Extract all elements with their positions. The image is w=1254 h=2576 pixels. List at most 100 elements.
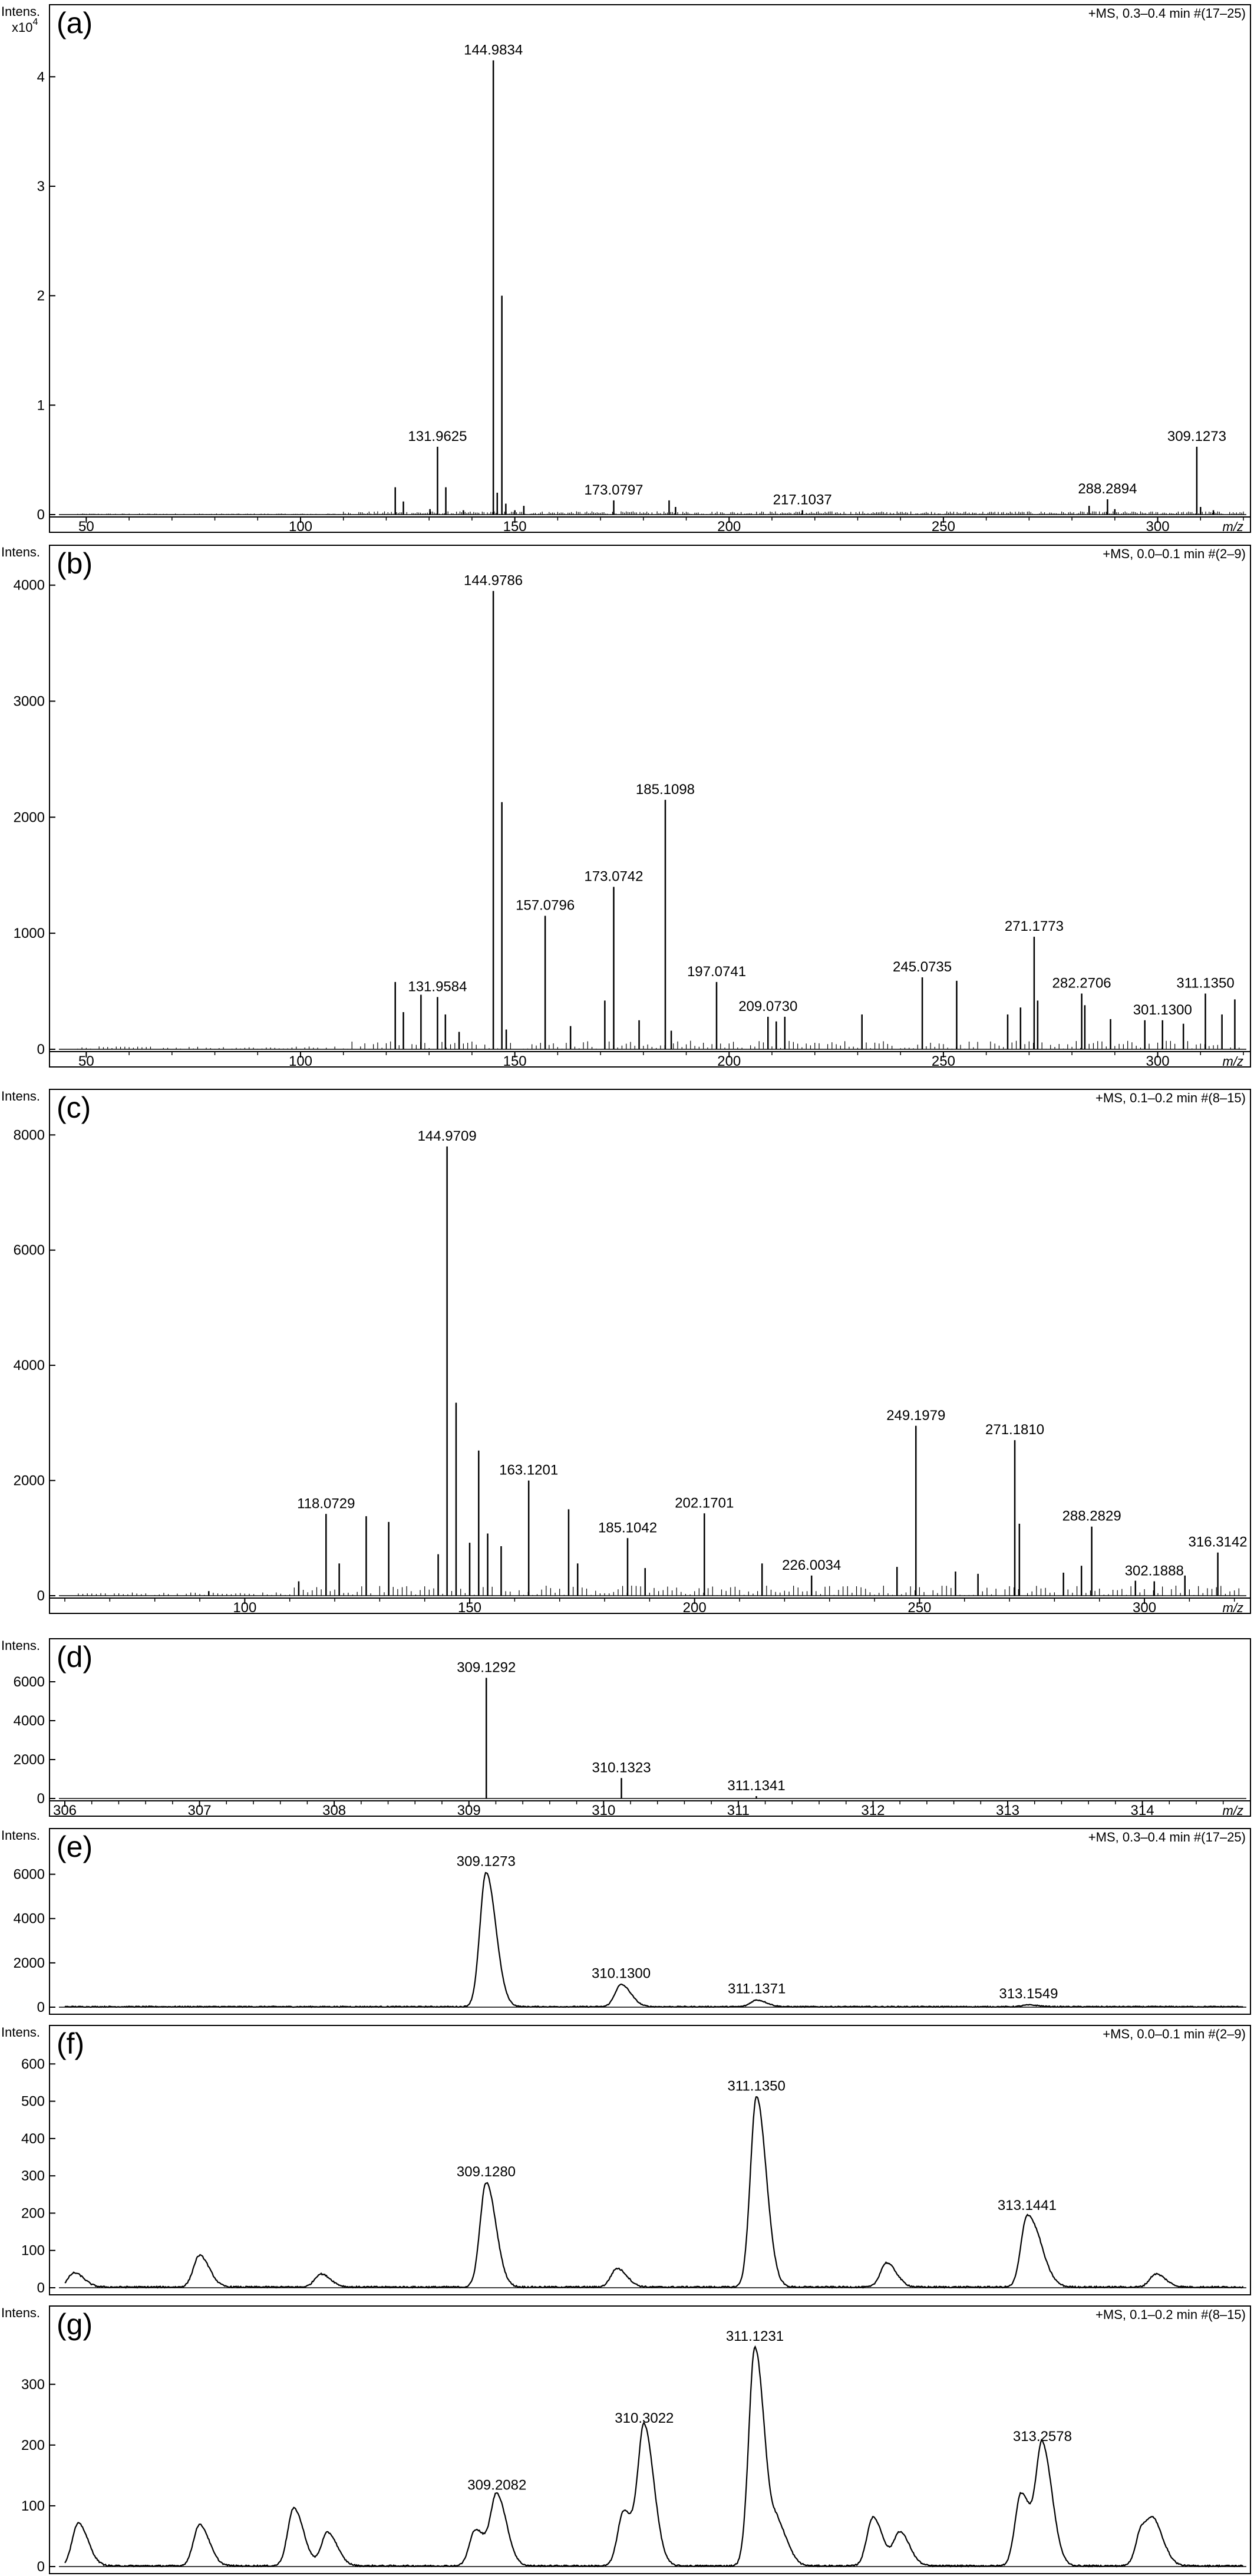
panel-frame bbox=[49, 1638, 1251, 1817]
peak-label: 301.1300 bbox=[1133, 1002, 1192, 1018]
peak-label: 309.1292 bbox=[457, 1659, 516, 1675]
x-axis-unit: m/z bbox=[1223, 1600, 1243, 1615]
peak-label: 309.1273 bbox=[1167, 429, 1226, 444]
y-tick-label: 8000 bbox=[14, 1127, 45, 1143]
x-tick-label: 100 bbox=[289, 1053, 312, 1069]
peak-label: 313.1441 bbox=[998, 2198, 1057, 2213]
x-tick-label: 312 bbox=[861, 1803, 885, 1819]
spectrum-panel-5: (e) Intens. +MS, 0.3–0.4 min #(17–25) 0 2000… bbox=[1, 1828, 1251, 2015]
y-tick-label: 3 bbox=[37, 179, 45, 195]
peak-label: 311.1341 bbox=[727, 1778, 785, 1794]
x-tick-label: 200 bbox=[717, 1053, 741, 1069]
y-tick-label: 0 bbox=[37, 1999, 45, 2015]
panel-letter: (b) bbox=[57, 547, 93, 580]
y-tick-label: 0 bbox=[37, 1042, 45, 1058]
baseline-noise bbox=[77, 1040, 1240, 1049]
y-tick-label: 200 bbox=[21, 2437, 45, 2453]
peak-label: 313.2578 bbox=[1013, 2429, 1072, 2445]
spectrum-panel-7: (g) Intens. +MS, 0.1–0.2 min #(8–15) 0 100 20… bbox=[1, 2305, 1251, 2575]
peak-label: 271.1810 bbox=[985, 1422, 1044, 1438]
peak-label: 310.1323 bbox=[592, 1760, 651, 1775]
peak-label: 309.1273 bbox=[457, 1854, 516, 1870]
spectrum-panel-3: (c) Intens. +MS, 0.1–0.2 min #(8–15) 0 2000 4… bbox=[1, 1089, 1251, 1616]
peak-label: 157.0796 bbox=[516, 898, 575, 914]
x-tick-label: 150 bbox=[503, 519, 527, 535]
spectrum-panel-6: (f) Intens. +MS, 0.0–0.1 min #(2–9) 0 100 200… bbox=[1, 2025, 1251, 2296]
peak-label: 271.1773 bbox=[1005, 918, 1064, 934]
x-tick-label: 300 bbox=[1146, 1053, 1170, 1069]
x-axis-unit: m/z bbox=[1223, 519, 1243, 534]
panel-letter: (f) bbox=[57, 2027, 84, 2060]
panel-letter: (c) bbox=[57, 1091, 91, 1124]
y-tick-label: 500 bbox=[21, 2094, 45, 2110]
y-tick-label: 0 bbox=[37, 507, 45, 523]
profile-trace bbox=[64, 2345, 1243, 2568]
x-tick-label: 50 bbox=[78, 519, 94, 535]
x-tick-label: 309 bbox=[457, 1803, 481, 1819]
y-tick-label: 1 bbox=[37, 397, 45, 413]
y-tick-label: 4000 bbox=[14, 1358, 45, 1373]
spectrum-panel-2: (b) Intens. +MS, 0.0–0.1 min #(2–9) 0 1000 20… bbox=[1, 545, 1251, 1069]
peak-label: 313.1549 bbox=[999, 1986, 1058, 2002]
peak-label: 209.0730 bbox=[738, 999, 797, 1014]
peak-label: 316.3142 bbox=[1189, 1534, 1248, 1550]
peak-label: 310.3022 bbox=[615, 2410, 674, 2426]
peak-label: 282.2706 bbox=[1052, 976, 1111, 991]
y-tick-label: 0 bbox=[37, 1791, 45, 1807]
panel-letter: (d) bbox=[57, 1641, 93, 1674]
y-tick-label: 6000 bbox=[14, 1674, 45, 1690]
peak-label: 185.1042 bbox=[598, 1520, 657, 1536]
peak-label: 226.0034 bbox=[782, 1557, 841, 1573]
scan-header: +MS, 0.3–0.4 min #(17–25) bbox=[1088, 6, 1246, 21]
peak-label: 311.1350 bbox=[728, 2078, 786, 2094]
x-tick-label: 250 bbox=[932, 519, 955, 535]
peak-label: 217.1037 bbox=[773, 492, 832, 508]
y-tick-label: 0 bbox=[37, 2280, 45, 2296]
x-tick-label: 100 bbox=[233, 1600, 256, 1616]
y-axis-title: Intens. bbox=[1, 1828, 40, 1843]
y-tick-label: 600 bbox=[21, 2056, 45, 2072]
peak-label: 131.9584 bbox=[408, 979, 467, 994]
peak-label: 144.9786 bbox=[464, 573, 523, 589]
peak-label: 310.1300 bbox=[592, 1965, 651, 1981]
x-tick-label: 300 bbox=[1133, 1600, 1156, 1616]
scan-header: +MS, 0.1–0.2 min #(8–15) bbox=[1095, 1091, 1246, 1105]
y-tick-label: 2000 bbox=[14, 809, 45, 825]
x-tick-label: 311 bbox=[727, 1803, 750, 1819]
peak-label: 311.1371 bbox=[728, 1981, 786, 1997]
x-tick-label: 250 bbox=[932, 1053, 955, 1069]
peak-label: 144.9709 bbox=[418, 1128, 477, 1144]
peak-label: 302.1888 bbox=[1125, 1563, 1184, 1579]
x-tick-label: 300 bbox=[1146, 519, 1170, 535]
x-tick-label: 313 bbox=[996, 1803, 1019, 1819]
peak-label: 288.2894 bbox=[1078, 481, 1137, 497]
y-multiplier-exponent: 4 bbox=[32, 17, 38, 27]
peak-label: 311.1350 bbox=[1176, 976, 1234, 991]
panel-frame bbox=[49, 1089, 1251, 1614]
peak-label: 163.1201 bbox=[499, 1462, 558, 1478]
scan-header: +MS, 0.1–0.2 min #(8–15) bbox=[1095, 2307, 1246, 2322]
scan-header: +MS, 0.3–0.4 min #(17–25) bbox=[1088, 1830, 1246, 1844]
x-tick-label: 150 bbox=[458, 1600, 481, 1616]
spectrum-panel-1: (a)Intens.x104+MS, 0.3–0.4 min #(17–25)0… bbox=[1, 4, 1251, 535]
y-tick-label: 3000 bbox=[14, 694, 45, 710]
y-tick-label: 4000 bbox=[14, 1911, 45, 1927]
x-tick-label: 314 bbox=[1131, 1803, 1154, 1819]
y-tick-label: 2000 bbox=[14, 1955, 45, 1971]
peak-label: 311.1231 bbox=[726, 2328, 784, 2344]
x-tick-label: 200 bbox=[683, 1600, 707, 1616]
panel-letter: (g) bbox=[57, 2308, 93, 2341]
peak-label: 131.9625 bbox=[408, 429, 467, 444]
y-tick-label: 100 bbox=[21, 2243, 45, 2259]
y-tick-label: 1000 bbox=[14, 925, 45, 941]
x-tick-label: 310 bbox=[592, 1803, 615, 1819]
y-tick-label: 300 bbox=[21, 2377, 45, 2393]
x-axis-unit: m/z bbox=[1223, 1054, 1243, 1069]
y-tick-label: 300 bbox=[21, 2168, 45, 2184]
peak-label: 309.1280 bbox=[457, 2164, 516, 2180]
y-tick-label: 0 bbox=[37, 1588, 45, 1604]
spectrum-panel-4: (d) Intens. 0 2000 4000 6000 306 307 308 309 310 31… bbox=[1, 1638, 1251, 1819]
peak-label: 202.1701 bbox=[675, 1495, 734, 1511]
peak-label: 118.0729 bbox=[297, 1495, 355, 1511]
